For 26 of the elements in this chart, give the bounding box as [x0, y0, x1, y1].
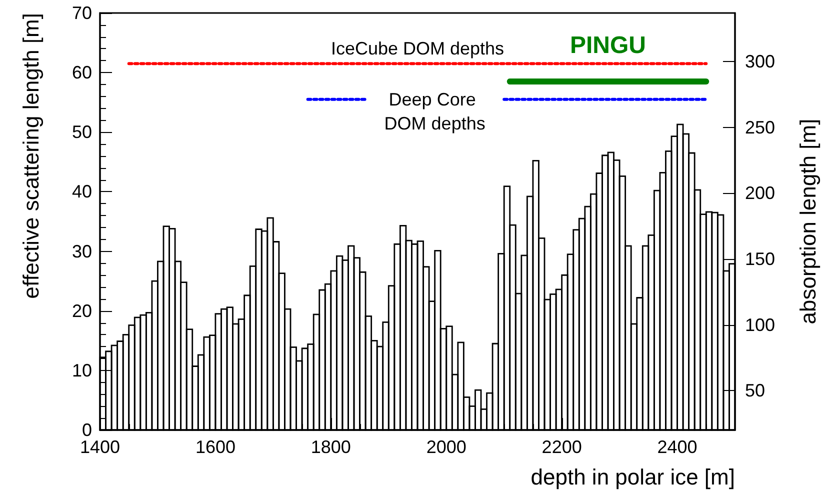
x-tick-label: 1800 — [310, 437, 351, 457]
y2-tick-label: 150 — [745, 248, 776, 269]
y-tick-label: 40 — [72, 182, 92, 202]
x-tick-label: 1400 — [80, 437, 120, 457]
x-tick-label: 2400 — [657, 437, 698, 457]
x-axis-title: depth in polar ice [m] — [530, 464, 735, 490]
series-label: PINGU — [570, 32, 646, 60]
x-tick-label: 2000 — [426, 437, 466, 457]
y2-axis-title: absorption length [m] — [796, 118, 820, 324]
y2-tick-label: 100 — [745, 314, 776, 335]
x-tick-label: 1600 — [195, 437, 236, 457]
series-label: IceCube DOM depths — [330, 38, 504, 59]
x-tick-label: 2200 — [542, 437, 582, 457]
y-tick-label: 30 — [72, 241, 92, 262]
y-tick-label: 60 — [72, 62, 92, 83]
y-tick-label: 20 — [72, 300, 92, 321]
y-tick-label: 50 — [72, 122, 92, 142]
y-axis-title: effective scattering length [m] — [18, 13, 44, 299]
y2-tick-label: 50 — [745, 380, 766, 401]
y-tick-label: 10 — [72, 360, 92, 380]
series-label: Deep Core DOM depths — [384, 89, 486, 134]
y2-tick-label: 300 — [745, 52, 776, 72]
y2-tick-label: 200 — [745, 183, 776, 204]
y-tick-label: 70 — [72, 3, 92, 23]
y2-tick-label: 250 — [745, 117, 776, 138]
y-tick-label: 0 — [82, 420, 92, 440]
